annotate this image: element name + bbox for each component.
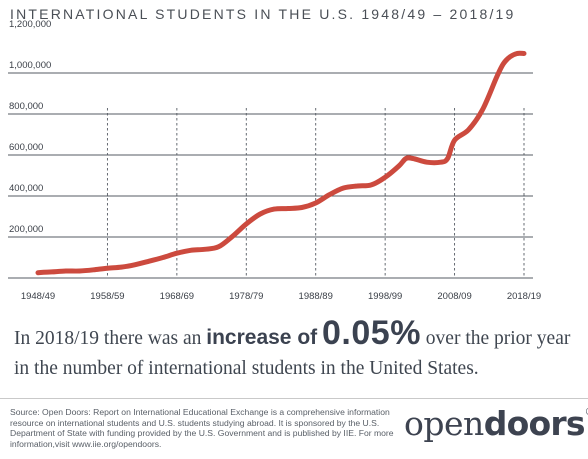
x-tick-label: 1948/49: [21, 291, 55, 302]
headline-emphasis: increase of: [206, 326, 318, 349]
y-tick-label: 1,000,000: [9, 60, 51, 71]
x-tick-label: 1998/99: [368, 291, 402, 302]
y-tick-label: 200,000: [9, 224, 43, 235]
line-chart: 200,000 400,000 600,000 800,000 1,000,000 1,2…: [8, 19, 541, 302]
series-line-international-students: [35, 50, 527, 276]
y-tick-label: 400,000: [9, 183, 43, 194]
x-tick-label: 1958/59: [90, 291, 124, 302]
x-tick-label: 2008/09: [437, 291, 471, 302]
x-tick-label: 1978/79: [229, 291, 263, 302]
opendoors-logo: opendoors®: [404, 404, 588, 443]
headline-text-start: In 2018/19 there was an: [14, 328, 207, 349]
x-tick-label: 1968/69: [160, 291, 194, 302]
headline-text-end: over the prior year in the number of int…: [14, 328, 571, 379]
headline-percentage: 0.05%: [322, 314, 421, 352]
y-tick-label: 800,000: [9, 101, 43, 112]
x-tick-label: 2018/19: [507, 291, 541, 302]
logo-text-doors: doors: [483, 404, 586, 443]
logo-text-open: open: [404, 404, 484, 443]
chart-title: INTERNATIONAL STUDENTS IN THE U.S. 1948/…: [10, 6, 516, 22]
source-note: Source: Open Doors: Report on Internatio…: [10, 407, 394, 449]
divider: [0, 398, 588, 399]
registered-mark: ®: [585, 407, 588, 418]
headline-statement: In 2018/19 there was an increase of 0.05…: [14, 316, 580, 384]
y-tick-label: 1,200,000: [9, 19, 51, 30]
x-tick-label: 1988/89: [299, 291, 333, 302]
y-tick-label: 600,000: [9, 142, 43, 153]
